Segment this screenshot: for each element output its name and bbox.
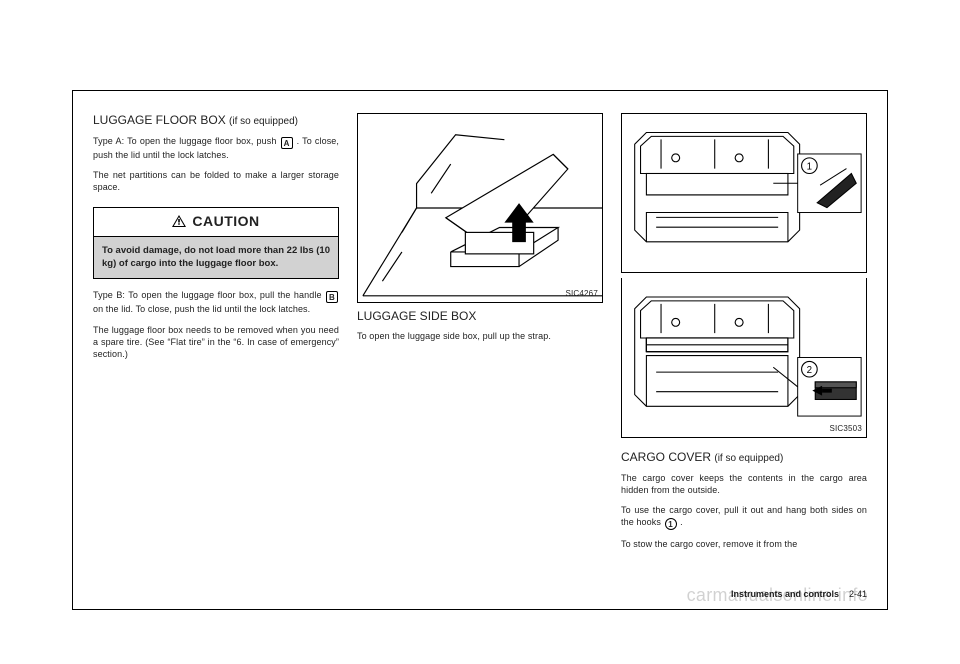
figure-luggage-side-box: SIC4267 [357,113,603,303]
caution-label: CAUTION [192,212,259,231]
paragraph: Type A: To open the luggage floor box, p… [93,135,339,161]
heading-cargo-cover: CARGO COVER (if so equipped) [621,450,867,466]
badge-1-icon: 1 [665,518,677,530]
figure-cargo-cover-up: 1 [621,113,867,273]
figure-id: SIC4267 [565,289,598,300]
heading-luggage-floor-box: LUGGAGE FLOOR BOX (if so equipped) [93,113,339,129]
text: . [680,517,683,527]
caution-header: CAUTION [94,208,338,237]
manual-page: LUGGAGE FLOOR BOX (if so equipped) Type … [72,90,888,610]
diagram-icon: 1 [622,114,866,272]
svg-text:1: 1 [807,162,812,173]
badge-a-icon: A [281,137,293,149]
figure-cargo-cover-down: 2 SIC3503 [621,278,867,438]
text: on the lid. To close, push the lid until… [93,304,310,314]
badge-b-icon: B [326,291,338,303]
text: Type B: To open the luggage floor box, p… [93,290,322,300]
paragraph: The luggage floor box needs to be remove… [93,324,339,360]
warning-triangle-icon [172,215,186,227]
paragraph: Type B: To open the luggage floor box, p… [93,289,339,315]
caution-body: To avoid damage, do not load more than 2… [94,237,338,279]
text: To use the cargo cover, pull it out and … [621,505,867,527]
diagram-icon [358,114,602,302]
column-3: 1 [621,113,867,595]
paragraph: To open the luggage side box, pull up th… [357,330,603,342]
heading-sub: (if so equipped) [714,453,783,464]
heading-text: CARGO COVER [621,450,711,464]
figure-id: SIC3503 [829,424,862,435]
text: Type A: To open the luggage floor box, p… [93,136,276,146]
paragraph: The cargo cover keeps the contents in th… [621,472,867,496]
heading-sub: (if so equipped) [229,116,298,127]
heading-luggage-side-box: LUGGAGE SIDE BOX [357,309,603,324]
paragraph: To stow the cargo cover, remove it from … [621,538,867,550]
paragraph: The net partitions can be folded to make… [93,169,339,193]
paragraph: To use the cargo cover, pull it out and … [621,504,867,530]
column-1: LUGGAGE FLOOR BOX (if so equipped) Type … [93,113,339,595]
svg-text:2: 2 [807,365,812,376]
heading-text: LUGGAGE FLOOR BOX [93,113,226,127]
diagram-icon: 2 [622,278,866,437]
caution-box: CAUTION To avoid damage, do not load mor… [93,207,339,280]
watermark: carmanualsonline.info [687,585,868,606]
column-2: SIC4267 LUGGAGE SIDE BOX To open the lug… [357,113,603,595]
